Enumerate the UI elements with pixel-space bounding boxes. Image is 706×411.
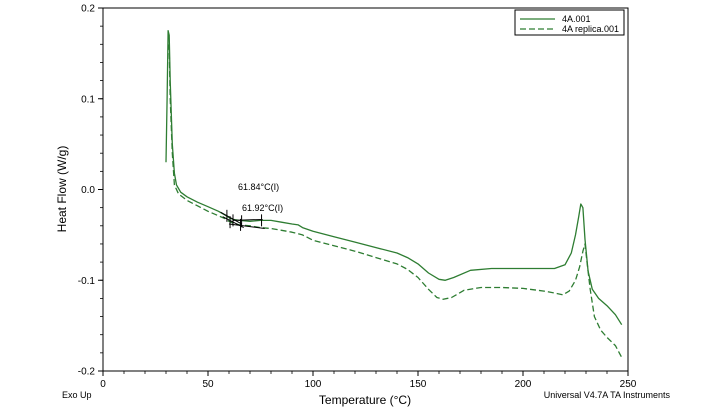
series-layer (165, 30, 623, 358)
onset-tangent (233, 218, 263, 221)
y-tick-label: 0.2 (81, 4, 95, 15)
onset-tangent (228, 223, 265, 230)
legend-box (514, 9, 625, 36)
x-tick-label: 100 (305, 379, 322, 390)
x-tick-label: 250 (620, 379, 637, 390)
x-tick-label: 200 (515, 379, 532, 390)
plot-area (102, 7, 629, 372)
y-tick-label: -0.1 (78, 276, 96, 287)
plot-frame (102, 7, 629, 372)
x-tick-label: 0 (100, 379, 106, 390)
y-tick-label: 0.1 (81, 94, 95, 105)
x-axis: 0 50 100 150 200 250 (100, 371, 637, 390)
onset-label: 61.92°C(I) (242, 203, 283, 213)
x-tick-label: 150 (410, 379, 427, 390)
annotation-layer: 61.84°C(I) 61.92°C(I) (238, 182, 283, 213)
legend-label: 4A.001 (562, 14, 591, 24)
series-line-1 (165, 30, 623, 326)
series-line-2 (167, 44, 623, 358)
y-axis-title: Heat Flow (W/g) (55, 146, 69, 233)
onset-label: 61.84°C(I) (238, 182, 279, 192)
onset-tangent (220, 211, 242, 225)
onset-markers (220, 209, 265, 231)
y-axis: 0.2 0.1 0.0 -0.1 -0.2 (78, 4, 103, 378)
x-axis-title: Temperature (°C) (319, 393, 411, 407)
footer-exo-up: Exo Up (62, 390, 92, 400)
y-tick-label: 0.0 (81, 185, 95, 196)
y-tick-label: -0.2 (78, 367, 96, 378)
legend-label: 4A replica.001 (562, 24, 619, 34)
x-tick-label: 50 (202, 379, 214, 390)
footer-instrument: Universal V4.7A TA Instruments (544, 390, 671, 400)
